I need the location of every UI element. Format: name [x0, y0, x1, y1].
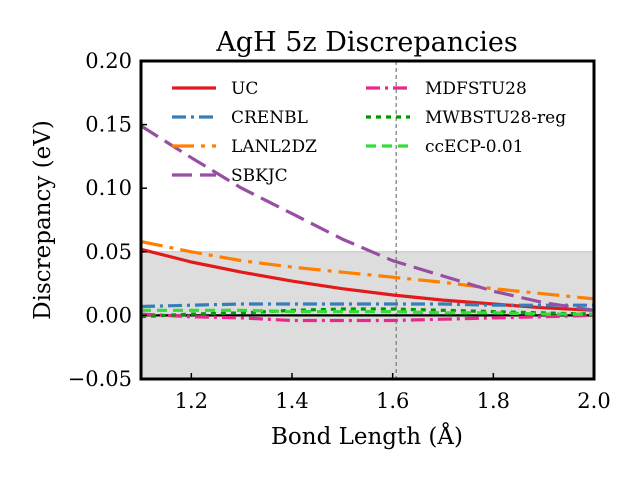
series-group: [141, 124, 594, 323]
series-line-sbkjc: [141, 124, 594, 312]
y-tick-label: 0.20: [85, 49, 132, 73]
chart-title: AgH 5z Discrepancies: [215, 27, 517, 58]
y-tick-label: −0.05: [68, 367, 132, 391]
x-tick-label: 2.0: [577, 389, 610, 413]
legend-label-mdfstu28: MDFSTU28: [425, 79, 527, 99]
legend-label-sbkjc: SBKJC: [231, 166, 288, 186]
y-tick-label: 0.15: [85, 113, 132, 137]
y-tick-label: 0.05: [85, 240, 132, 264]
x-tick-label: 1.6: [376, 389, 409, 413]
series-line-mdfstu28: [141, 312, 594, 323]
axes-frame: [139, 59, 596, 381]
legend-label-uc: UC: [231, 79, 258, 99]
y-axis-label: Discrepancy (eV): [30, 120, 56, 320]
plot-area: 1.2 1.4 1.6 1.8 2.0 −0.05 0.00 0.05 0.10 0.15 0.20…: [68, 49, 611, 413]
x-tick-label: 1.4: [275, 389, 308, 413]
legend-label-crenbl: CRENBL: [231, 108, 308, 128]
x-axis-label: Bond Length (Å): [271, 422, 463, 450]
legend-label-mwbstu28-reg: MWBSTU28-reg: [425, 108, 566, 128]
series-line-crenbl: [141, 302, 594, 309]
x-tick-label: 1.2: [175, 389, 208, 413]
legend-label-lanl2dz: LANL2DZ: [231, 137, 317, 157]
series-line-lanl2dz: [141, 240, 594, 301]
series-line-ccecp-0-01: [141, 308, 594, 316]
y-tick-label: 0.00: [85, 303, 132, 327]
legend-label-ccecp-0-01: ccECP-0.01: [425, 137, 524, 157]
x-tick-label: 1.8: [477, 389, 510, 413]
series-line-uc: [141, 247, 594, 312]
y-tick-label: 0.10: [85, 176, 132, 200]
